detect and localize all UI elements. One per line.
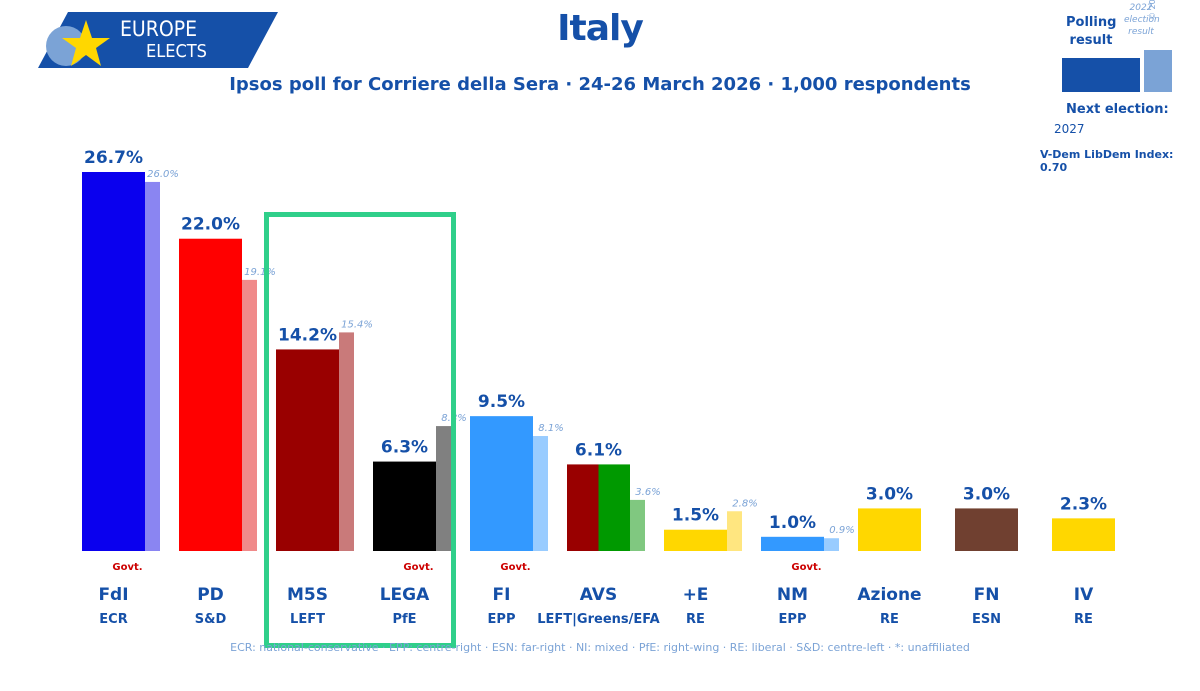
previous-label-nm: 0.9% bbox=[829, 525, 854, 536]
europe-elects-logo bbox=[38, 12, 278, 68]
previous-bar-avs bbox=[630, 499, 645, 551]
party-label-iv: IV bbox=[1074, 585, 1094, 605]
bar-azione bbox=[858, 508, 921, 551]
chart-subtitle: Ipsos poll for Corriere della Sera · 24-… bbox=[229, 74, 971, 95]
previous-bar-nm bbox=[824, 538, 839, 551]
party-label-fdi: FdI bbox=[98, 585, 128, 605]
logo-text-elects: ELECTS bbox=[146, 41, 207, 62]
bar-iv bbox=[1052, 518, 1115, 551]
govt-label-fi: Govt. bbox=[500, 562, 530, 573]
group-label-azione: RE bbox=[880, 612, 899, 627]
bar-avs-1 bbox=[567, 464, 599, 551]
value-label-pd: 22.0% bbox=[181, 215, 240, 235]
party-label-pd: PD bbox=[197, 585, 224, 605]
group-label-pd: S&D bbox=[195, 612, 227, 627]
previous-bar-e bbox=[727, 511, 742, 551]
party-label-fn: FN bbox=[974, 585, 1000, 605]
star-icon bbox=[62, 20, 110, 66]
legend-previous-swatch bbox=[1144, 50, 1172, 92]
value-label-nm: 1.0% bbox=[769, 513, 816, 533]
vdem-index: V-Dem LibDem Index: 0.70 bbox=[1040, 148, 1174, 174]
govt-label-fdi: Govt. bbox=[112, 562, 142, 573]
bar-m5s bbox=[276, 349, 339, 551]
party-label-avs: AVS bbox=[580, 585, 617, 605]
party-label-lega: LEGA bbox=[380, 585, 430, 605]
party-label-e: +E bbox=[683, 585, 709, 605]
group-label-iv: RE bbox=[1074, 612, 1093, 627]
group-label-fn: ESN bbox=[972, 612, 1001, 627]
previous-label-e: 2.8% bbox=[732, 498, 757, 509]
party-label-azione: Azione bbox=[857, 585, 921, 605]
previous-bar-m5s bbox=[339, 332, 354, 551]
previous-label-avs: 3.6% bbox=[635, 487, 660, 498]
bar-fn bbox=[955, 508, 1018, 551]
value-label-fn: 3.0% bbox=[963, 484, 1010, 504]
party-label-nm: NM bbox=[777, 585, 808, 605]
previous-bar-fdi bbox=[145, 181, 160, 551]
previous-label-fi: 8.1% bbox=[538, 423, 563, 434]
bar-lega bbox=[373, 461, 436, 551]
value-label-e: 1.5% bbox=[672, 506, 719, 526]
value-label-lega: 6.3% bbox=[381, 438, 428, 458]
highlight-box bbox=[264, 212, 456, 648]
previous-label-m5s: 15.4% bbox=[341, 319, 373, 330]
party-label-fi: FI bbox=[493, 585, 511, 605]
legend-swatch bbox=[1062, 50, 1172, 92]
bar-pd bbox=[179, 238, 242, 551]
bar-e bbox=[664, 529, 727, 551]
next-election-year: 2027 bbox=[1054, 122, 1085, 136]
group-label-lega: PfE bbox=[392, 612, 416, 627]
previous-label-pd: 19.1% bbox=[244, 267, 276, 278]
group-label-e: RE bbox=[686, 612, 705, 627]
bar-fi bbox=[470, 416, 533, 551]
logo-text-europe: EUROPE bbox=[120, 17, 198, 41]
party-label-m5s: M5S bbox=[287, 585, 328, 605]
value-label-iv: 2.3% bbox=[1060, 494, 1107, 514]
previous-bar-fi bbox=[533, 436, 548, 551]
bar-fdi bbox=[82, 172, 145, 551]
group-label-fdi: ECR bbox=[99, 612, 127, 627]
legend-polling-label: Polling result bbox=[1066, 15, 1117, 48]
govt-label-nm: Govt. bbox=[791, 562, 821, 573]
value-label-fdi: 26.7% bbox=[84, 148, 143, 168]
logo-banner bbox=[38, 12, 278, 68]
legend-previous-label: 2022 election result bbox=[1124, 3, 1160, 37]
group-label-fi: EPP bbox=[488, 612, 516, 627]
legend-polling-swatch bbox=[1062, 58, 1140, 92]
previous-bar-pd bbox=[242, 279, 257, 551]
next-election-label: Next election: bbox=[1066, 102, 1169, 117]
group-label-nm: EPP bbox=[779, 612, 807, 627]
value-label-m5s: 14.2% bbox=[278, 325, 337, 345]
value-label-azione: 3.0% bbox=[866, 484, 913, 504]
previous-label-fdi: 26.0% bbox=[147, 169, 179, 180]
chart-title: Italy bbox=[557, 8, 644, 49]
bar-avs-2 bbox=[598, 464, 630, 551]
bar-nm bbox=[761, 536, 824, 551]
previous-bar-lega bbox=[436, 426, 451, 551]
group-label-avs: LEFT|Greens/EFA bbox=[537, 612, 659, 627]
group-label-m5s: LEFT bbox=[290, 612, 325, 627]
value-label-avs: 6.1% bbox=[575, 440, 622, 460]
value-label-fi: 9.5% bbox=[478, 392, 525, 412]
govt-label-lega: Govt. bbox=[403, 562, 433, 573]
footer-legend: ECR: national-conservative · EPP: centre… bbox=[230, 641, 970, 654]
